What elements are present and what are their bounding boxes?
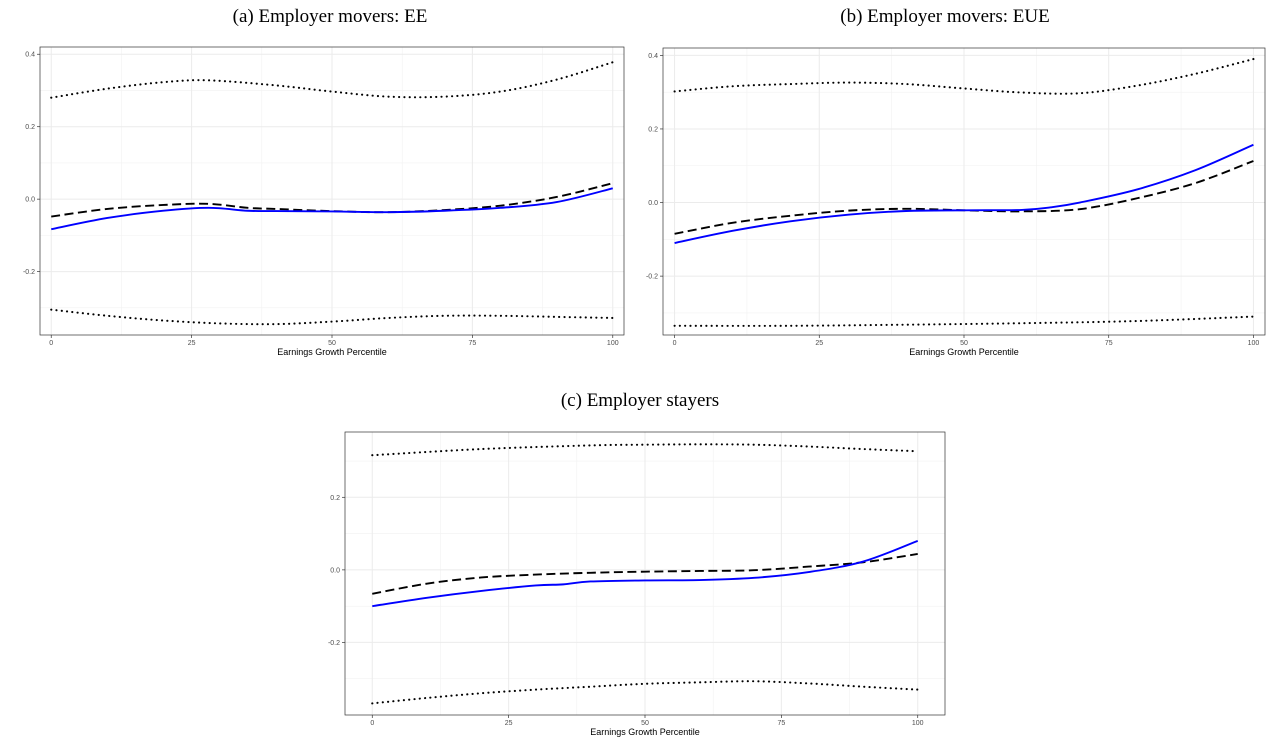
x-tick-label: 0 xyxy=(49,340,53,347)
chart-a: 0 25 50 75 100 -0.2 0.0 0.2 0.4 Earnings Growth P… xyxy=(0,40,633,360)
y-tick-label: 0.0 xyxy=(330,567,340,574)
y-tick-label: -0.2 xyxy=(23,269,35,276)
y-tick-label: 0.4 xyxy=(25,52,35,59)
panel-a-title: (a) Employer movers: EE xyxy=(40,6,620,28)
x-tick-label: 75 xyxy=(1105,340,1113,347)
panel-b-title: (b) Employer movers: EUE xyxy=(645,6,1245,28)
x-tick-label: 0 xyxy=(370,720,374,727)
x-tick-label: 75 xyxy=(777,720,785,727)
x-tick-label: 25 xyxy=(505,720,513,727)
x-tick-label: 50 xyxy=(960,340,968,347)
x-tick-label: 0 xyxy=(673,340,677,347)
y-tick-label: 0.0 xyxy=(648,200,658,207)
y-tick-label: 0.4 xyxy=(648,53,658,60)
x-tick-label: 100 xyxy=(1248,340,1260,347)
chart-c: 0 25 50 75 100 -0.2 0.0 0.2 Earnings Growth Perc… xyxy=(300,426,960,742)
x-tick-label: 75 xyxy=(468,340,476,347)
chart-b: 0 25 50 75 100 -0.2 0.0 0.2 0.4 Earnings Growth P… xyxy=(633,40,1266,360)
x-tick-label: 50 xyxy=(328,340,336,347)
x-axis-title: Earnings Growth Percentile xyxy=(590,727,700,737)
x-tick-label: 100 xyxy=(912,720,924,727)
x-tick-label: 25 xyxy=(815,340,823,347)
y-tick-label: -0.2 xyxy=(646,274,658,281)
panel-c-title: (c) Employer stayers xyxy=(340,390,940,412)
x-axis-title: Earnings Growth Percentile xyxy=(277,347,387,357)
x-tick-label: 100 xyxy=(607,340,619,347)
y-tick-label: 0.0 xyxy=(25,197,35,204)
x-axis-title: Earnings Growth Percentile xyxy=(909,347,1019,357)
y-tick-label: -0.2 xyxy=(328,640,340,647)
x-tick-label: 25 xyxy=(188,340,196,347)
y-tick-label: 0.2 xyxy=(330,495,340,502)
x-tick-label: 50 xyxy=(641,720,649,727)
y-tick-label: 0.2 xyxy=(648,126,658,133)
y-tick-label: 0.2 xyxy=(25,124,35,131)
